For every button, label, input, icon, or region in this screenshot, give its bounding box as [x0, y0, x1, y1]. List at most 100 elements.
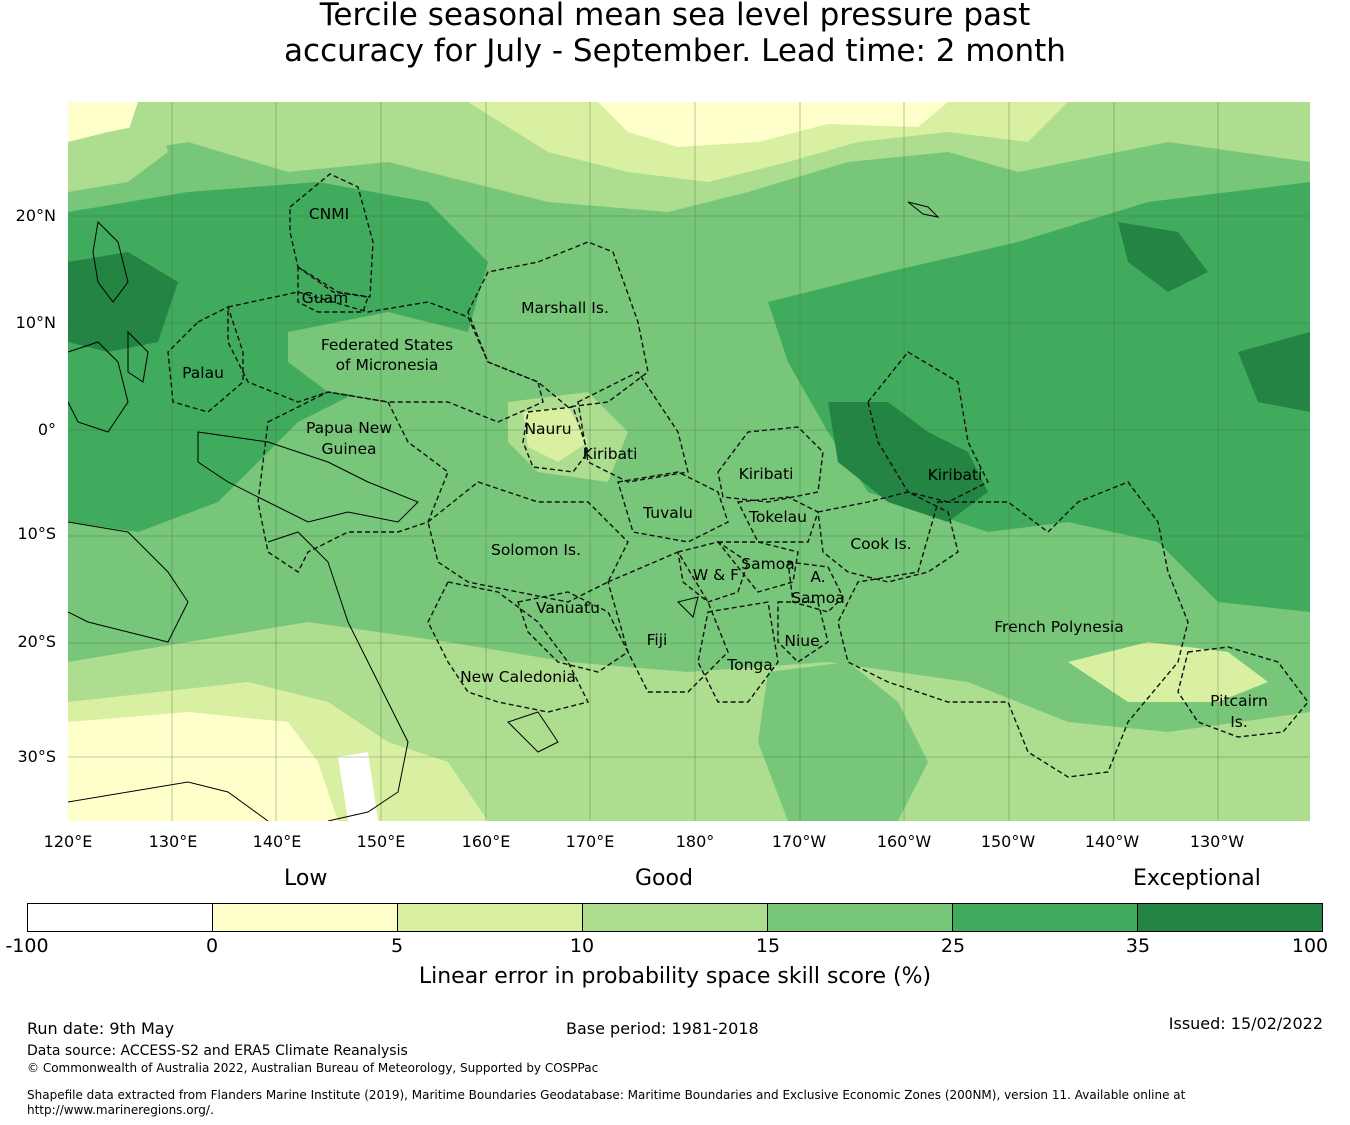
region-labels: CNMI Guam Marshall Is. Federated States … — [182, 205, 1268, 731]
map-title-line-2: accuracy for July - September. Lead time… — [284, 33, 1066, 69]
label-fiji: Fiji — [647, 631, 668, 649]
eez-samoa — [716, 541, 799, 593]
label-fsm-line2: of Micronesia — [336, 356, 439, 374]
lon-tick-140w: 140°W — [1084, 832, 1140, 851]
label-guam: Guam — [302, 289, 348, 307]
eez-kiribati-gilbert — [577, 371, 689, 483]
label-niue: Niue — [784, 632, 819, 650]
colorbar-tick-5: 5 — [390, 935, 404, 957]
label-american-samoa-line2: Samoa — [791, 589, 844, 607]
lon-tick-170w: 170°W — [771, 832, 827, 851]
skill-field-negative — [338, 752, 378, 821]
label-kiribati-phoenix: Kiribati — [739, 465, 794, 483]
eez-kiribati-phoenix — [717, 426, 824, 503]
lon-tick-160w: 160°W — [876, 832, 932, 851]
skill-field-fair-nauru — [523, 407, 588, 462]
label-tokelau: Tokelau — [748, 508, 807, 526]
label-vanuatu: Vanuatu — [536, 599, 600, 617]
eez-boundaries — [167, 173, 1309, 778]
label-american-samoa-line1: A. — [810, 568, 825, 586]
label-pitcairn-line2: Is. — [1230, 713, 1248, 731]
skill-field-low-north — [598, 102, 948, 147]
skill-field-exceptional-east — [1238, 332, 1310, 412]
skill-field-south-central — [758, 662, 928, 821]
graticule — [68, 102, 1310, 821]
colorbar-tick-minus-100: -100 — [5, 935, 49, 957]
lon-tick-130e: 130°E — [148, 832, 198, 851]
legend-category-low: Low — [284, 866, 328, 891]
eez-kiribati-line — [867, 351, 989, 503]
lon-tick-120e: 120°E — [43, 832, 93, 851]
skill-field-very-good-east — [768, 182, 1310, 612]
skill-field-fair-sw-polynesia — [1068, 642, 1268, 702]
skill-field-very-good-west — [68, 182, 488, 532]
lon-tick-160e: 160°E — [461, 832, 511, 851]
skill-score-map: CNMI Guam Marshall Is. Federated States … — [68, 102, 1310, 821]
skill-field-png-north — [288, 312, 488, 402]
eez-nauru — [522, 406, 589, 473]
lat-tick-10n: 10°N — [15, 313, 56, 332]
skill-field-low-south — [68, 712, 338, 821]
eez-palau — [167, 306, 244, 413]
shapefile-credit-line1: Shapefile data extracted from Flanders M… — [27, 1088, 1186, 1102]
eez-niue — [777, 601, 829, 663]
lat-tick-20n: 20°N — [15, 206, 56, 225]
copyright: © Commonwealth of Australia 2022, Austra… — [27, 1061, 599, 1075]
lon-tick-150e: 150°E — [356, 832, 406, 851]
eez-vanuatu — [517, 591, 629, 673]
eez-tuvalu — [617, 471, 729, 543]
legend-category-good: Good — [635, 866, 693, 891]
colorbar-tick-25: 25 — [940, 935, 966, 957]
lat-tick-30s: 30°S — [17, 747, 56, 766]
label-kiribati-gilbert: Kiribati — [583, 445, 638, 463]
colorbar-tick-100: 100 — [1291, 935, 1329, 957]
label-solomon-islands: Solomon Is. — [491, 541, 581, 559]
label-png-line2: Guinea — [322, 440, 377, 458]
lat-tick-0: 0° — [37, 420, 56, 439]
label-wallis-futuna: W & F — [693, 566, 739, 584]
label-png-line1: Papua New — [306, 419, 392, 437]
skill-field-good-nw — [68, 122, 168, 192]
map-title-line-1: Tercile seasonal mean sea level pressure… — [319, 0, 1031, 33]
label-tonga: Tonga — [726, 656, 772, 674]
label-kiribati-line: Kiribati — [928, 466, 983, 484]
colorbar-segment-0-5 — [213, 904, 398, 931]
colorbar-segment-10-15 — [583, 904, 768, 931]
lon-tick-140e: 140°E — [252, 832, 302, 851]
issued-date: Issued: 15/02/2022 — [1168, 1014, 1323, 1033]
colorbar-tick-10: 10 — [569, 935, 595, 957]
label-cnmi: CNMI — [309, 205, 349, 223]
lon-tick-150w: 150°W — [980, 832, 1036, 851]
coastlines — [68, 201, 940, 821]
label-pitcairn-line1: Pitcairn — [1210, 692, 1268, 710]
eez-new-caledonia — [427, 581, 590, 713]
lon-tick-180: 180° — [675, 832, 715, 851]
colorbar-segment-35-100 — [1138, 904, 1322, 931]
eez-cook — [817, 491, 959, 583]
base-period: Base period: 1981-2018 — [566, 1019, 759, 1038]
colorbar — [27, 903, 1323, 932]
label-french-polynesia: French Polynesia — [994, 618, 1123, 636]
eez-marshall — [467, 241, 649, 408]
label-new-caledonia: New Caledonia — [460, 668, 576, 686]
shapefile-credit-line2: http://www.marineregions.org/. — [27, 1103, 214, 1117]
eez-french-polynesia — [837, 481, 1189, 778]
label-palau: Palau — [182, 364, 224, 382]
colorbar-segment-15-25 — [768, 904, 953, 931]
label-nauru: Nauru — [524, 420, 571, 438]
lat-tick-20s: 20°S — [17, 632, 56, 651]
lon-tick-130w: 130°W — [1189, 832, 1245, 851]
eez-american-samoa — [787, 561, 844, 613]
eez-guam — [297, 265, 369, 313]
lat-tick-10s: 10°S — [17, 524, 56, 543]
run-date: Run date: 9th May — [27, 1019, 175, 1038]
eez-tokelau — [736, 496, 819, 543]
eez-solomon — [427, 481, 629, 603]
data-source: Data source: ACCESS-S2 and ERA5 Climate … — [27, 1043, 408, 1059]
eez-cnmi — [289, 173, 374, 298]
lon-tick-170e: 170°E — [565, 832, 615, 851]
label-fsm-line1: Federated States — [321, 336, 453, 354]
skill-field-exceptional-ne — [1118, 222, 1208, 292]
colorbar-segment-25-35 — [953, 904, 1138, 931]
label-tuvalu: Tuvalu — [642, 504, 693, 522]
